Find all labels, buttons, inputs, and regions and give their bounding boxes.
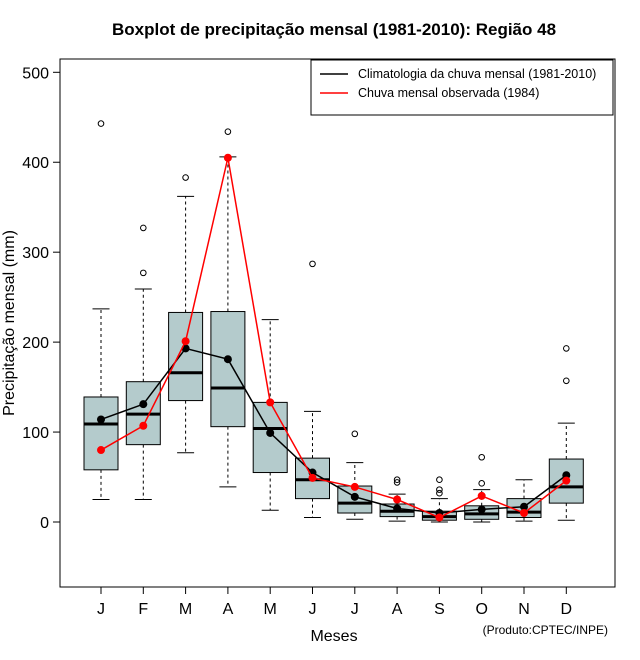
outlier-point (97, 120, 105, 127)
outlier-point (478, 453, 486, 461)
x-tick-label-9: S (434, 601, 445, 618)
outlier-point (478, 480, 486, 487)
outlier-point (309, 260, 316, 268)
series-point-observada (350, 482, 359, 491)
box-month-7 (337, 430, 373, 520)
series-point-observada (520, 509, 528, 518)
x-tick-label-4: A (223, 601, 234, 618)
box-month-3 (168, 174, 204, 454)
y-tick-label-500: 500 (22, 65, 49, 82)
series-line-observada (100, 157, 567, 519)
x-tick-label-6: J (309, 601, 317, 618)
series-point-observada (435, 513, 444, 522)
outlier-point (436, 489, 443, 497)
series-point-observada (181, 337, 190, 346)
outlier-point (393, 476, 401, 484)
y-tick-label-200: 200 (22, 335, 49, 352)
legend-label-observada: Chuva mensal observada (1984) (358, 86, 539, 100)
series-point-observada (223, 153, 232, 162)
series-point-climatologia (97, 415, 105, 424)
credit-label: (Produto:CPTEC/INPE) (483, 623, 608, 637)
x-tick-label-1: J (97, 601, 105, 618)
chart-title: Boxplot de precipitação mensal (1981-201… (112, 20, 556, 39)
x-tick-label-5: M (264, 601, 277, 618)
box-month-12 (548, 345, 584, 521)
outlier-point (182, 174, 189, 181)
box-month-2 (125, 224, 161, 501)
outlier-point (140, 224, 147, 232)
box-month-1 (83, 120, 119, 501)
series-point-climatologia (223, 355, 232, 364)
series-point-observada (266, 398, 275, 407)
x-axis-label: Meses (310, 628, 357, 645)
outlier-point (436, 476, 443, 484)
x-tick-label-10: O (475, 601, 487, 618)
outlier-point (351, 430, 359, 438)
box-group (83, 120, 584, 523)
outlier-point (436, 486, 443, 493)
x-tick-label-3: M (179, 601, 192, 618)
series-point-climatologia (477, 505, 486, 514)
series-point-observada (562, 476, 571, 485)
plot-frame (59, 58, 616, 588)
y-axis-label: Precipitação mensal (mm) (1, 230, 18, 416)
series-point-observada (139, 421, 148, 430)
series-point-climatologia (520, 502, 528, 511)
series-point-climatologia (139, 400, 148, 409)
outlier-point (393, 479, 401, 486)
outlier-point (224, 128, 232, 135)
x-tick-label-8: A (392, 601, 403, 618)
box-month-4 (210, 128, 246, 488)
series-point-observada (97, 446, 105, 455)
legend-box (310, 59, 614, 116)
legend-label-climatologia: Climatologia da chuva mensal (1981-2010) (358, 67, 596, 81)
y-tick-label-0: 0 (40, 515, 49, 532)
x-tick-label-11: N (518, 601, 530, 618)
series-point-observada (308, 473, 317, 482)
box-iqr (168, 311, 204, 402)
box-iqr (210, 311, 246, 428)
series-point-climatologia (393, 504, 402, 513)
outlier-point (563, 345, 570, 352)
y-tick-label-400: 400 (22, 155, 49, 172)
legend: Climatologia da chuva mensal (1981-2010)… (310, 59, 614, 116)
outlier-point (140, 269, 147, 277)
x-tick-label-12: D (561, 601, 573, 618)
series-point-observada (477, 491, 486, 500)
series-point-climatologia (266, 428, 275, 437)
y-axis: 0 100 200 300 400 500 (22, 65, 60, 532)
y-tick-label-300: 300 (22, 245, 49, 262)
series-line-climatologia (100, 347, 567, 514)
x-tick-label-2: F (138, 601, 148, 618)
outlier-point (563, 377, 570, 385)
series-point-climatologia (350, 492, 359, 501)
box-iqr (83, 396, 119, 471)
series-group (97, 153, 571, 522)
box-month-5 (252, 319, 288, 511)
x-tick-label-7: J (351, 601, 359, 618)
y-tick-label-100: 100 (22, 425, 49, 442)
series-point-observada (393, 495, 402, 504)
